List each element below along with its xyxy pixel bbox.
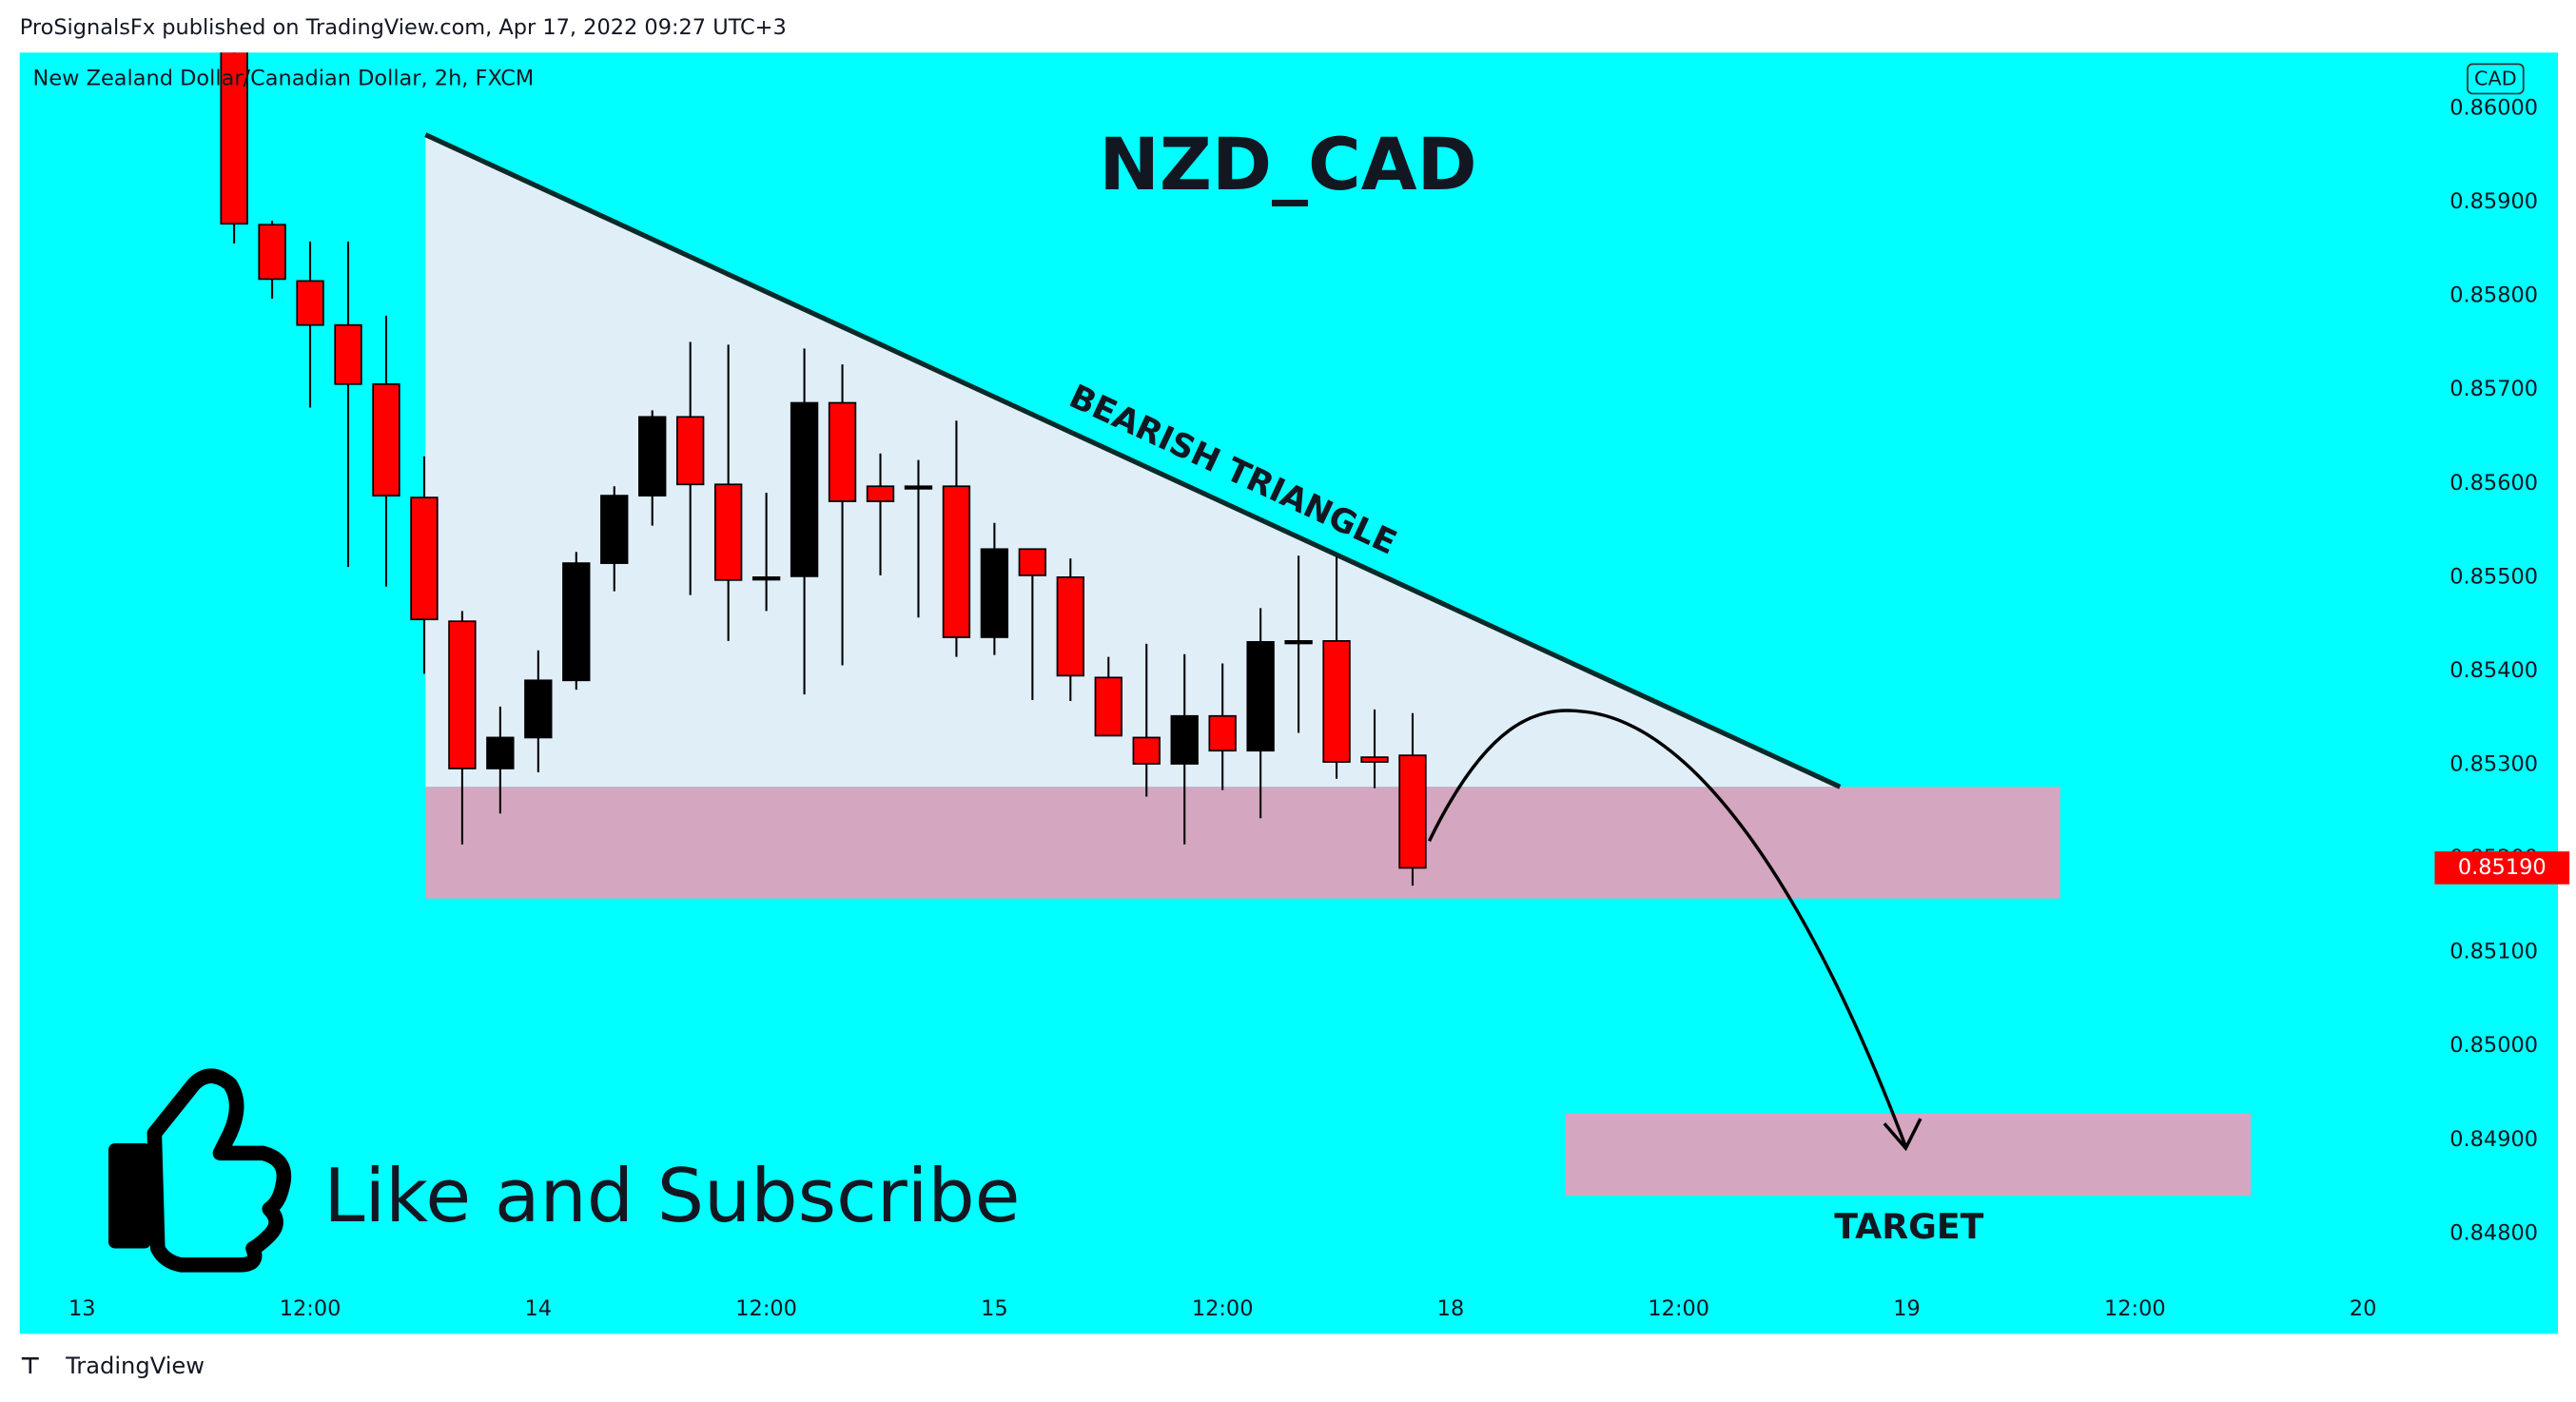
candle-body bbox=[866, 485, 895, 502]
y-tick-label: 0.85800 bbox=[2449, 283, 2538, 308]
candle-body bbox=[600, 495, 629, 564]
candle-body bbox=[980, 548, 1009, 638]
y-tick-label: 0.85000 bbox=[2449, 1033, 2538, 1058]
y-tick-label: 0.85700 bbox=[2449, 377, 2538, 401]
y-tick-label: 0.86000 bbox=[2449, 96, 2538, 121]
candle-body bbox=[486, 736, 515, 769]
y-tick-label: 0.84800 bbox=[2449, 1220, 2538, 1245]
candle-body bbox=[638, 416, 667, 497]
symbol-label: New Zealand Dollar/Canadian Dollar, 2h, … bbox=[33, 66, 535, 90]
candle-body bbox=[942, 485, 971, 638]
candle-body bbox=[1398, 754, 1427, 869]
support-zone bbox=[425, 787, 2060, 899]
candle-body bbox=[1284, 640, 1313, 645]
y-tick-label: 0.85600 bbox=[2449, 471, 2538, 496]
x-tick-label: 19 bbox=[1893, 1296, 1921, 1321]
candle-body bbox=[1322, 640, 1351, 763]
x-tick-label: 12:00 bbox=[280, 1296, 342, 1321]
candle-body bbox=[713, 483, 743, 581]
projection-arrow bbox=[1427, 709, 1907, 1148]
x-tick-label: 18 bbox=[1437, 1296, 1465, 1321]
candle-body bbox=[751, 576, 781, 581]
x-tick-label: 12:00 bbox=[1648, 1296, 1709, 1321]
candle-body bbox=[562, 562, 591, 682]
x-tick-label: 12:00 bbox=[1192, 1296, 1254, 1321]
x-tick-label: 13 bbox=[68, 1296, 96, 1321]
thumb-cuff bbox=[107, 1142, 151, 1249]
target-label: TARGET bbox=[1834, 1206, 1983, 1247]
candle-body bbox=[372, 382, 400, 497]
candle-body bbox=[904, 485, 933, 490]
y-tick-label: 0.85500 bbox=[2449, 564, 2538, 589]
candle-body bbox=[1360, 756, 1389, 763]
candle-body bbox=[258, 224, 286, 281]
y-tick-label: 0.85900 bbox=[2449, 189, 2538, 214]
x-tick-label: 14 bbox=[525, 1296, 553, 1321]
brand-label: TradingView bbox=[65, 1353, 205, 1379]
candle-body bbox=[410, 497, 439, 621]
x-tick-label: 20 bbox=[2350, 1296, 2377, 1321]
candle-body bbox=[790, 401, 819, 577]
x-tick-label: 15 bbox=[981, 1296, 1008, 1321]
x-tick-label: 12:00 bbox=[735, 1296, 797, 1321]
candles bbox=[220, 52, 1427, 886]
chart-title: NZD_CAD bbox=[1099, 122, 1476, 206]
y-tick-label: 0.85400 bbox=[2449, 658, 2538, 683]
candle-body bbox=[296, 280, 324, 326]
currency-label: CAD bbox=[2474, 68, 2517, 90]
last-price-label: 0.85190 bbox=[2458, 855, 2547, 880]
candle-body bbox=[676, 416, 705, 486]
target-zone bbox=[1565, 1113, 2252, 1197]
candle-body bbox=[1170, 714, 1199, 765]
x-tick-label: 12:00 bbox=[2104, 1296, 2166, 1321]
candle-body bbox=[1132, 736, 1161, 765]
y-tick-label: 0.85300 bbox=[2449, 752, 2538, 777]
last-price-tag bbox=[2434, 851, 2570, 885]
candle-body bbox=[1018, 548, 1047, 576]
candle-body bbox=[1094, 676, 1122, 737]
candle-body bbox=[1208, 714, 1237, 752]
brand-logo: ⊤ bbox=[20, 1353, 41, 1379]
candle-body bbox=[334, 323, 362, 385]
cta-text: Like and Subscribe bbox=[323, 1154, 1020, 1239]
publisher-line: ProSignalsFx published on TradingView.co… bbox=[20, 15, 787, 40]
y-tick-label: 0.85100 bbox=[2449, 940, 2538, 964]
y-tick-label: 0.84900 bbox=[2449, 1127, 2538, 1152]
candle-body bbox=[524, 679, 553, 739]
candle-body bbox=[448, 620, 477, 769]
currency-box bbox=[2467, 63, 2525, 95]
arrow-head bbox=[1883, 1118, 1922, 1152]
candle-body bbox=[1246, 641, 1275, 752]
candle-body bbox=[1056, 576, 1085, 677]
thumb-icon bbox=[146, 1068, 292, 1273]
candle-body bbox=[220, 52, 248, 225]
trendline bbox=[424, 132, 1842, 789]
candle-body bbox=[828, 401, 857, 502]
